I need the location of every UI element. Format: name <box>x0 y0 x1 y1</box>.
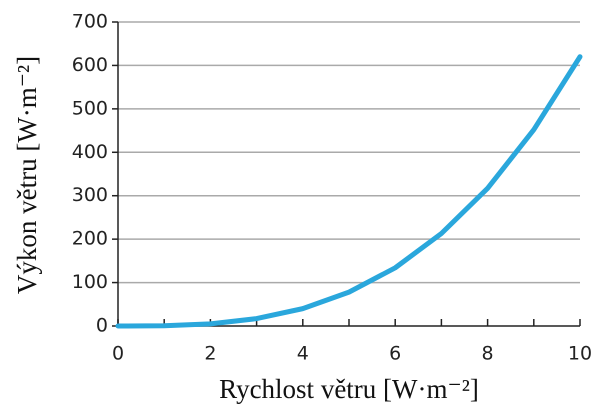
y-tick-label: 300 <box>72 184 108 206</box>
x-tick-label: 6 <box>389 343 401 365</box>
x-axis-label: Rychlost větru [W·m⁻²] <box>219 374 479 404</box>
x-tick-label: 4 <box>297 343 309 365</box>
y-tick-label: 0 <box>96 315 108 337</box>
y-tick-label: 400 <box>72 141 108 163</box>
y-axis-label: Výkon větru [W·m⁻²] <box>12 56 42 294</box>
y-tick-label: 200 <box>72 228 108 250</box>
y-tick-label: 500 <box>72 97 108 119</box>
y-tick-label: 700 <box>72 11 108 33</box>
y-tick-label: 100 <box>72 271 108 293</box>
x-tick-label: 8 <box>482 343 494 365</box>
x-tick-label: 10 <box>568 343 592 365</box>
data-line <box>115 54 583 329</box>
x-tick-label: 0 <box>112 343 124 365</box>
y-tick-label: 600 <box>72 54 108 76</box>
x-tick-label: 2 <box>204 343 216 365</box>
